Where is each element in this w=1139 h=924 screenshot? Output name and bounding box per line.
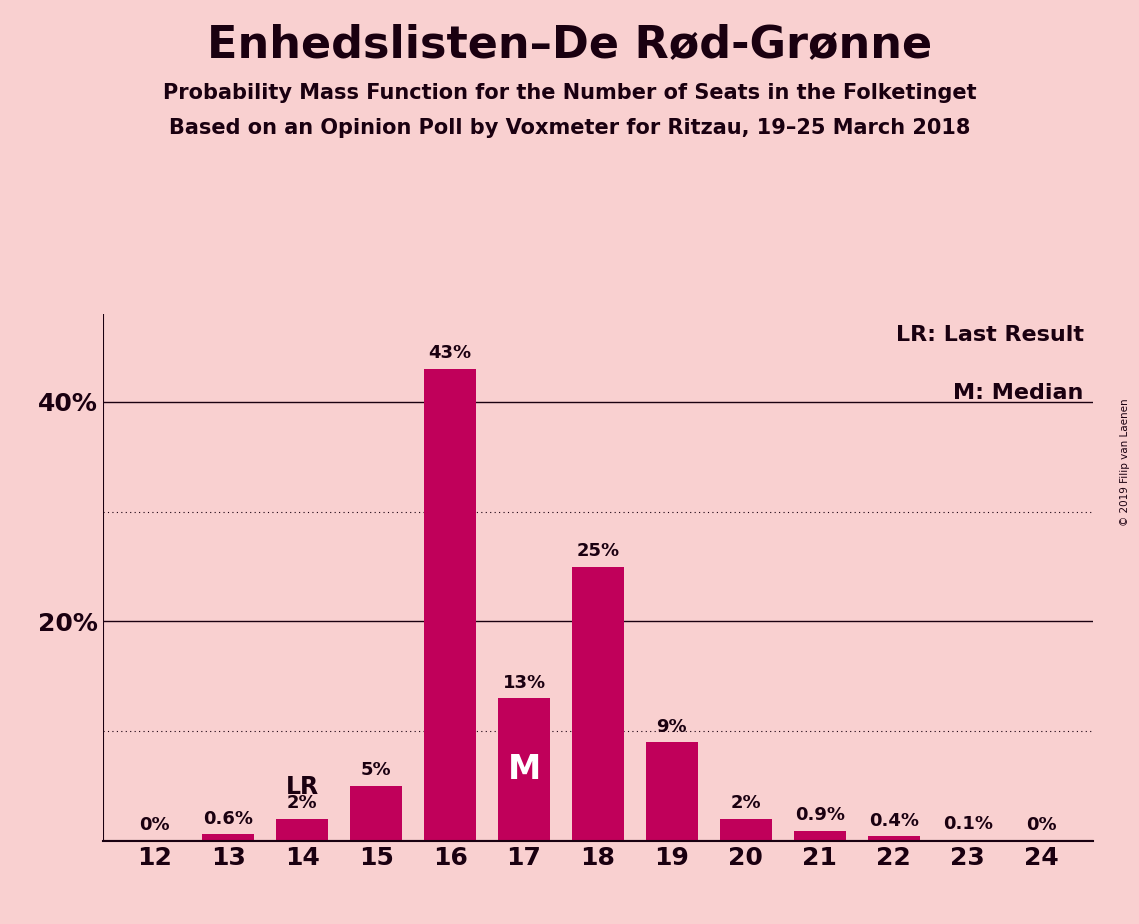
Bar bbox=[794, 831, 846, 841]
Text: LR: Last Result: LR: Last Result bbox=[895, 324, 1083, 345]
Bar bbox=[498, 699, 550, 841]
Bar bbox=[351, 786, 402, 841]
Bar bbox=[203, 834, 254, 841]
Text: Probability Mass Function for the Number of Seats in the Folketinget: Probability Mass Function for the Number… bbox=[163, 83, 976, 103]
Bar bbox=[942, 840, 993, 841]
Text: 2%: 2% bbox=[730, 795, 761, 812]
Text: 0.1%: 0.1% bbox=[943, 815, 993, 833]
Text: 5%: 5% bbox=[361, 761, 392, 780]
Text: 0.9%: 0.9% bbox=[795, 807, 845, 824]
Bar bbox=[720, 819, 772, 841]
Text: LR: LR bbox=[286, 775, 319, 799]
Text: 9%: 9% bbox=[656, 718, 687, 736]
Bar bbox=[646, 742, 698, 841]
Text: 43%: 43% bbox=[428, 345, 472, 362]
Text: M: M bbox=[507, 753, 541, 786]
Text: 25%: 25% bbox=[576, 542, 620, 560]
Text: M: Median: M: Median bbox=[953, 383, 1083, 403]
Bar bbox=[868, 836, 919, 841]
Text: 2%: 2% bbox=[287, 795, 318, 812]
Text: 0%: 0% bbox=[1026, 816, 1057, 834]
Text: Based on an Opinion Poll by Voxmeter for Ritzau, 19–25 March 2018: Based on an Opinion Poll by Voxmeter for… bbox=[169, 118, 970, 139]
Text: Enhedslisten–De Rød-Grønne: Enhedslisten–De Rød-Grønne bbox=[207, 23, 932, 67]
Bar bbox=[277, 819, 328, 841]
Text: 0.4%: 0.4% bbox=[869, 812, 919, 830]
Bar bbox=[572, 566, 624, 841]
Text: 13%: 13% bbox=[502, 674, 546, 691]
Text: 0%: 0% bbox=[139, 816, 170, 834]
Text: © 2019 Filip van Laenen: © 2019 Filip van Laenen bbox=[1120, 398, 1130, 526]
Bar bbox=[424, 369, 476, 841]
Text: 0.6%: 0.6% bbox=[203, 809, 253, 828]
